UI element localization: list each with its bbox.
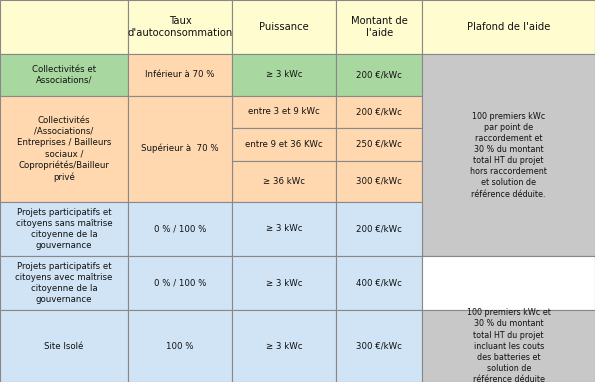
Bar [336, 202, 422, 256]
Text: ≥ 3 kWc: ≥ 3 kWc [266, 225, 302, 233]
Text: ≥ 3 kWc: ≥ 3 kWc [266, 70, 302, 79]
Bar [232, 96, 336, 128]
Text: Projets participatifs et
citoyens avec maîtrise
citoyenne de la
gouvernance: Projets participatifs et citoyens avec m… [15, 262, 112, 304]
Text: entre 3 et 9 kWc: entre 3 et 9 kWc [248, 107, 320, 116]
Bar [0, 202, 128, 256]
Bar [232, 128, 336, 160]
Text: 300 €/kWc: 300 €/kWc [356, 177, 402, 186]
Text: Taux
d'autoconsommation: Taux d'autoconsommation [127, 16, 233, 38]
Text: 300 €/kWc: 300 €/kWc [356, 342, 402, 351]
Bar [422, 54, 595, 256]
Text: Projets participatifs et
citoyens sans maîtrise
citoyenne de la
gouvernance: Projets participatifs et citoyens sans m… [15, 208, 112, 250]
Text: 0 % / 100 %: 0 % / 100 % [154, 225, 206, 233]
Text: 200 €/kWc: 200 €/kWc [356, 107, 402, 116]
Bar [128, 256, 232, 310]
Bar [0, 0, 128, 54]
Bar [232, 202, 336, 256]
Text: Collectivités
/Associations/
Entreprises / Bailleurs
sociaux /
Copropriétés/Bail: Collectivités /Associations/ Entreprises… [17, 116, 111, 181]
Bar [128, 54, 232, 96]
Bar [232, 310, 336, 382]
Bar [336, 0, 422, 54]
Bar [422, 256, 595, 310]
Bar [336, 310, 422, 382]
Text: ≥ 3 kWc: ≥ 3 kWc [266, 279, 302, 288]
Text: Puissance: Puissance [259, 22, 309, 32]
Bar [422, 0, 595, 54]
Text: entre 9 et 36 KWc: entre 9 et 36 KWc [245, 140, 323, 149]
Bar [232, 160, 336, 202]
Bar [232, 256, 336, 310]
Bar [336, 96, 422, 128]
Bar [0, 54, 128, 96]
Text: ≥ 36 kWc: ≥ 36 kWc [263, 177, 305, 186]
Text: Plafond de l'aide: Plafond de l'aide [467, 22, 550, 32]
Bar [336, 256, 422, 310]
Bar [336, 160, 422, 202]
Bar [336, 128, 422, 160]
Text: 100 premiers kWc et
30 % du montant
total HT du projet
incluant les couts
des ba: 100 premiers kWc et 30 % du montant tota… [467, 308, 550, 382]
Bar [0, 256, 128, 310]
Text: 100 %: 100 % [166, 342, 194, 351]
Text: 200 €/kWc: 200 €/kWc [356, 70, 402, 79]
Bar [232, 0, 336, 54]
Text: Supérieur à  70 %: Supérieur à 70 % [141, 144, 219, 154]
Bar [0, 310, 128, 382]
Bar [128, 310, 232, 382]
Bar [232, 54, 336, 96]
Bar [128, 202, 232, 256]
Text: ≥ 3 kWc: ≥ 3 kWc [266, 342, 302, 351]
Text: Collectivités et
Associations/: Collectivités et Associations/ [32, 65, 96, 85]
Bar [422, 310, 595, 382]
Text: 200 €/kWc: 200 €/kWc [356, 225, 402, 233]
Text: Inférieur à 70 %: Inférieur à 70 % [145, 70, 215, 79]
Text: Montant de
l'aide: Montant de l'aide [351, 16, 408, 38]
Text: 100 premiers kWc
par point de
raccordement et
30 % du montant
total HT du projet: 100 premiers kWc par point de raccordeme… [470, 112, 547, 199]
Text: 400 €/kWc: 400 €/kWc [356, 279, 402, 288]
Bar [128, 0, 232, 54]
Text: 0 % / 100 %: 0 % / 100 % [154, 279, 206, 288]
Text: 250 €/kWc: 250 €/kWc [356, 140, 402, 149]
Text: Site Isolé: Site Isolé [44, 342, 84, 351]
Bar [336, 54, 422, 96]
Bar [0, 96, 128, 202]
Bar [128, 96, 232, 202]
